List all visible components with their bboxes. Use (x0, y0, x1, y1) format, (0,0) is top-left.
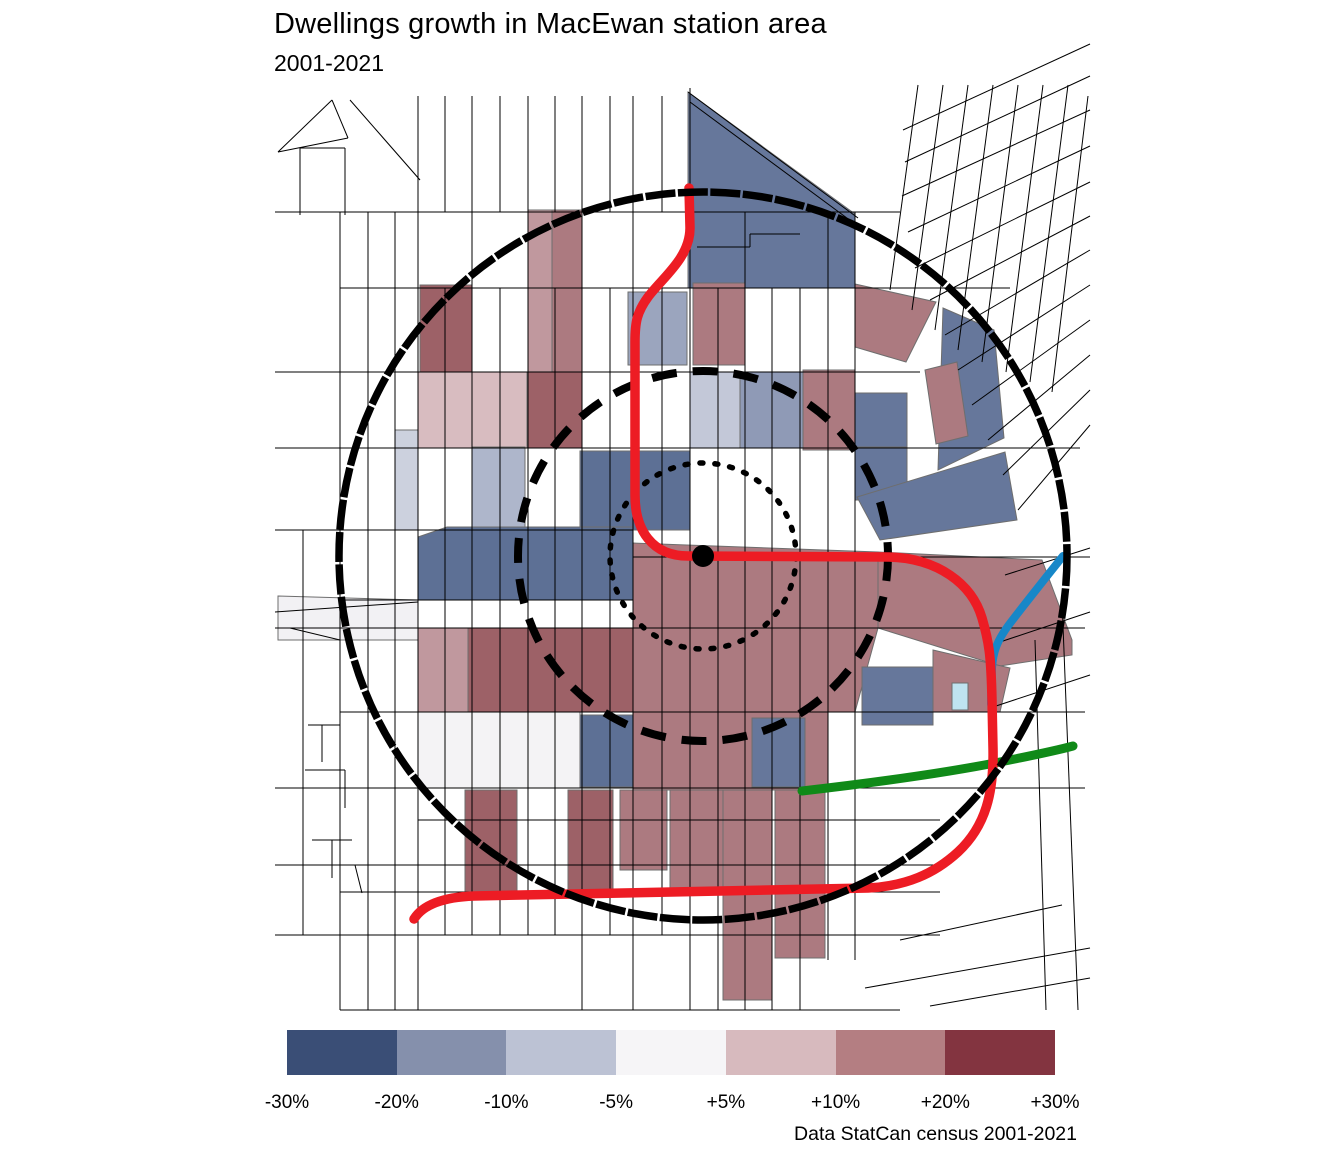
lrt-line-red (409, 183, 998, 924)
street-segment (289, 627, 341, 641)
census-block (861, 666, 934, 726)
street-segment (1061, 599, 1079, 1011)
census-block (854, 392, 908, 448)
street-segment (274, 601, 419, 613)
street-segment (277, 99, 333, 153)
street-segment (349, 99, 421, 181)
street-segment (1005, 84, 1044, 373)
census-block (669, 789, 724, 893)
street-segment (1051, 95, 1089, 393)
census-block (419, 284, 473, 373)
legend-tick-label: +30% (1030, 1092, 1080, 1113)
legend-swatch (396, 1030, 507, 1075)
census-block (467, 627, 634, 713)
figure-header: Dwellings growth in MacEwan station area… (274, 8, 827, 77)
census-block (856, 451, 1018, 541)
legend-tick-label: +10% (811, 1092, 861, 1113)
census-block (924, 361, 969, 445)
street-segment (864, 947, 1091, 989)
street-segment (1029, 84, 1069, 383)
street-segment (907, 145, 1091, 233)
legend-swatch (506, 1030, 617, 1075)
legend-swatch (835, 1030, 946, 1075)
legend-swatch (945, 1030, 1056, 1075)
street-segment (354, 864, 363, 894)
census-block (417, 371, 529, 449)
transit-line-green (797, 741, 1078, 796)
street-segment (999, 611, 1091, 643)
census-block (417, 627, 469, 713)
street-segment (981, 84, 1019, 363)
legend-swatch (616, 1030, 726, 1075)
street-segment (277, 137, 349, 153)
legend-tick-label: -20% (374, 1092, 419, 1113)
census-block (689, 371, 741, 449)
street-segment (987, 354, 1091, 441)
street-segment (901, 109, 1091, 197)
street-segment (971, 319, 1091, 406)
street-segment (889, 84, 919, 291)
census-block (619, 789, 668, 871)
street-segment (914, 181, 1091, 269)
legend-colorbar (287, 1030, 1056, 1075)
street-segment (944, 249, 1091, 336)
legend-tick-label: -5% (599, 1092, 633, 1113)
census-block (551, 209, 583, 373)
street-segment (899, 904, 1063, 941)
census-block (692, 282, 746, 366)
street-segment (911, 84, 944, 311)
water-feature (951, 682, 969, 711)
street-segment (904, 75, 1091, 163)
census-block (854, 283, 937, 363)
census-block (417, 526, 634, 601)
legend-tick-label: -10% (484, 1092, 529, 1113)
street-segment (1004, 547, 1091, 576)
street-segment (929, 215, 1091, 301)
street-segment (934, 84, 969, 331)
census-blocks-layer (277, 91, 1073, 1001)
legend-tick-label: +20% (920, 1092, 970, 1113)
street-segment (331, 99, 349, 139)
street-segment (902, 43, 1091, 131)
street-segment (929, 977, 1091, 1007)
street-segment (687, 91, 859, 219)
legend-swatch (287, 1030, 397, 1075)
census-block (417, 711, 581, 789)
attribution: Data StatCan census 2001-2021 (794, 1123, 1077, 1145)
legend-tick-labels: -30% -20% -10% -5% +5% +10% +20% +30% (265, 1092, 1080, 1116)
street-segment (689, 101, 856, 225)
street-segment (957, 284, 1091, 371)
radius-ring-outer (335, 188, 1071, 924)
legend: -30% -20% -10% -5% +5% +10% +20% +30% (265, 1030, 1080, 1116)
figure-subtitle: 2001-2021 (274, 50, 384, 76)
census-block (567, 789, 614, 893)
legend-swatch (725, 1030, 836, 1075)
census-block (394, 429, 419, 531)
legend-tick-label: -30% (264, 1092, 310, 1113)
figure-title: Dwellings growth in MacEwan station area (274, 8, 827, 40)
station-marker (692, 545, 714, 567)
legend-tick-label: +5% (706, 1092, 746, 1113)
